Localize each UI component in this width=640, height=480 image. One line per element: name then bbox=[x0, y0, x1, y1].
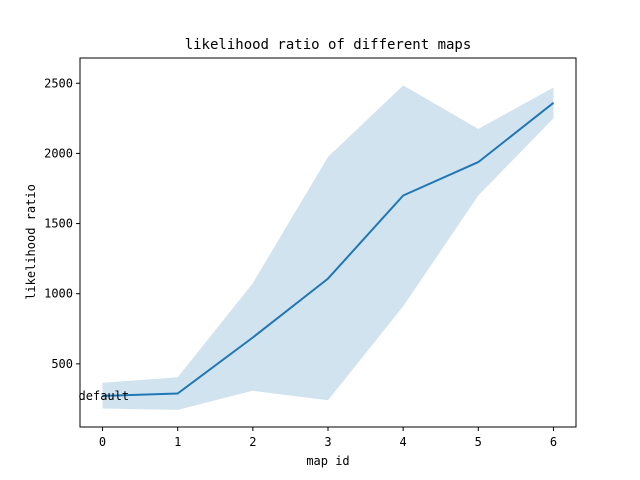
x-axis-label: map id bbox=[306, 454, 349, 468]
x-tick-label: 3 bbox=[324, 435, 331, 449]
y-tick-label: 2500 bbox=[44, 76, 73, 90]
x-axis: 0 1 2 3 4 5 6 bbox=[99, 427, 557, 449]
series-line-0 bbox=[102, 102, 555, 397]
y-tick-label: 500 bbox=[51, 357, 73, 371]
x-tick-label: 2 bbox=[249, 435, 256, 449]
y-axis: 500 1000 1500 2000 2500 bbox=[44, 76, 80, 371]
x-tick-label: 0 bbox=[99, 435, 106, 449]
y-tick-label: 1000 bbox=[44, 287, 73, 301]
default-annotation: default bbox=[79, 389, 130, 403]
y-tick-label: 1500 bbox=[44, 217, 73, 231]
y-tick-label: 2000 bbox=[44, 146, 73, 160]
chart-title: likelihood ratio of different maps bbox=[185, 37, 472, 53]
confidence-band-0 bbox=[102, 85, 554, 410]
x-tick-label: 1 bbox=[174, 435, 181, 449]
plot-area bbox=[102, 85, 555, 410]
y-axis-label: likelihood ratio bbox=[24, 184, 38, 300]
x-tick-label: 4 bbox=[400, 435, 407, 449]
x-tick-label: 5 bbox=[475, 435, 482, 449]
x-tick-label: 6 bbox=[550, 435, 557, 449]
